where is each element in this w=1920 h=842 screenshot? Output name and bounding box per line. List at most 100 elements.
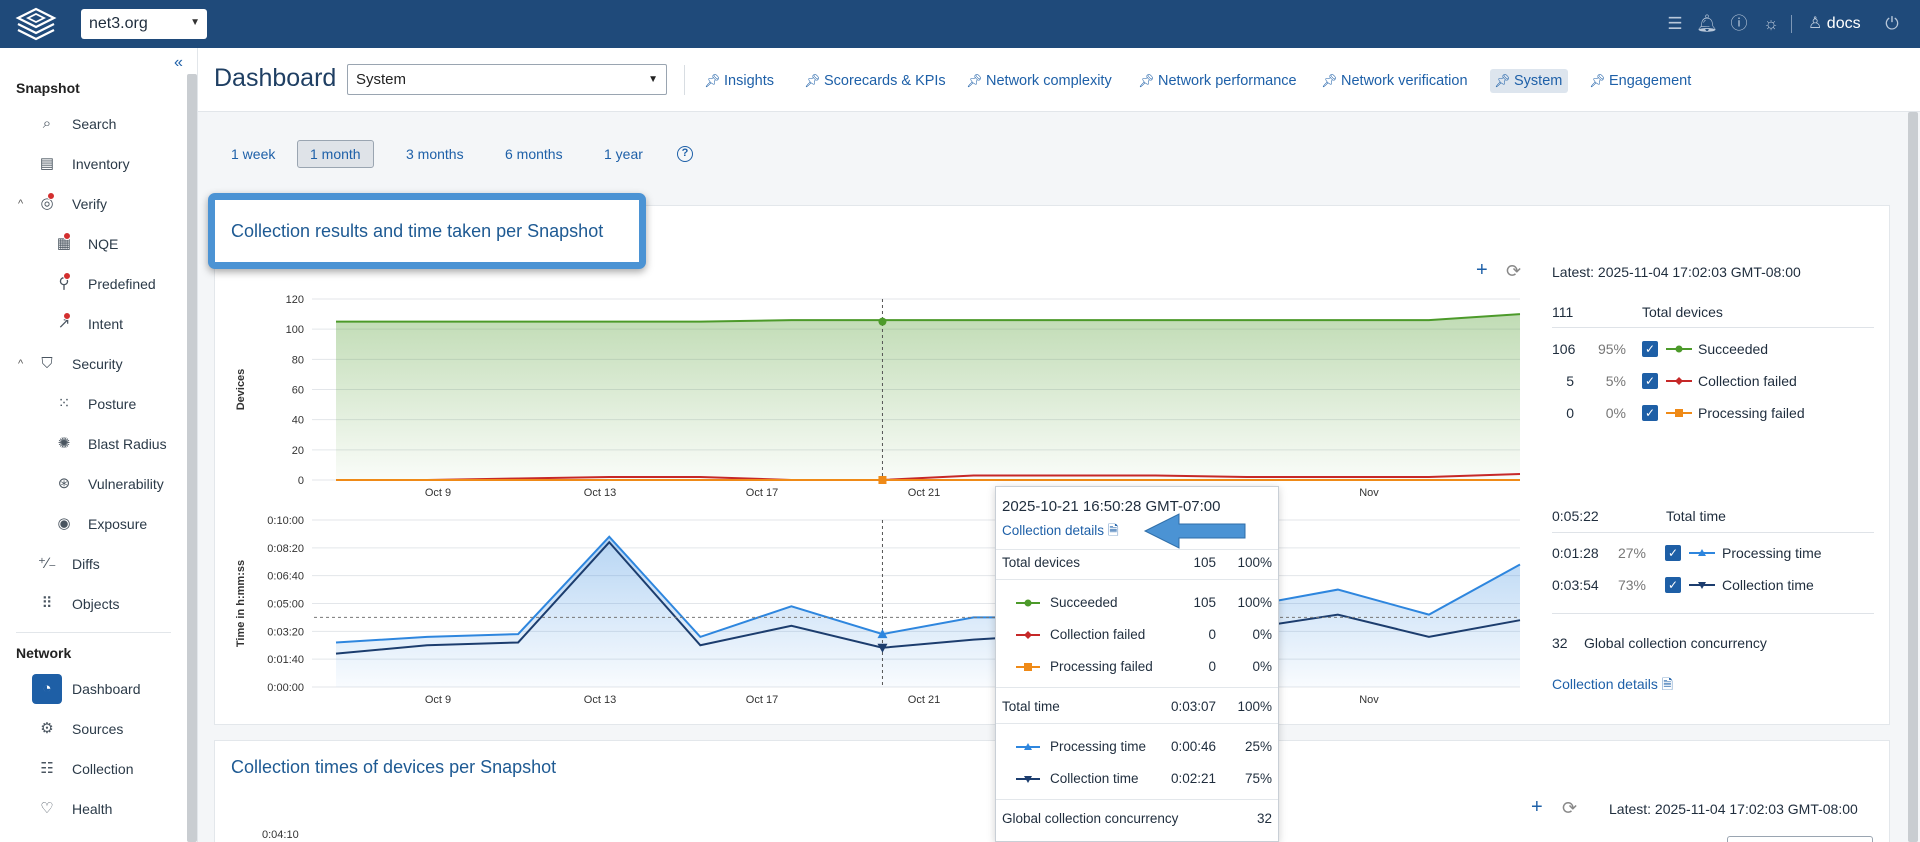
devices-chart[interactable]: 120 100 80 60 40 20 0 Oct 9 Oct 13 Oct 17 Oct 21 No… [214,280,1534,510]
tab-engagement[interactable]: 📌︎ Engagement [1585,69,1697,93]
card-title: Collection times of devices per Snapshot [231,757,557,777]
sidebar-item-label: Diffs [72,556,100,572]
y-tick-label: 0:03:20 [267,626,304,638]
link-label: Collection details [1552,676,1658,692]
app-logo-icon[interactable] [14,7,58,41]
latest-timestamp: Latest: 2025-11-04 17:02:03 GMT-08:00 [1609,801,1858,817]
tab-scorecards[interactable]: 📌︎ Scorecards & KPIs [800,69,952,93]
tooltip-value: 0:02:21 [1170,771,1216,786]
range-1-year[interactable]: 1 year [604,146,643,162]
sun-icon[interactable]: ☼ [1763,14,1779,33]
sidebar-item-label: Exposure [88,516,148,532]
range-6-months[interactable]: 6 months [505,146,563,162]
dashboard-select[interactable]: System ▼ [347,64,667,95]
sidebar-item-search[interactable]: ⌕ Search [0,106,185,142]
tab-label: Scorecards & KPIs [824,73,946,89]
card-title: Collection results and time taken per Sn… [231,221,604,241]
add-icon[interactable]: + [1531,796,1543,818]
collection-details-link[interactable]: Collection details 🗎 [1552,674,1673,698]
tab-network-complexity[interactable]: 📌︎ Network complexity [962,69,1118,93]
tooltip-value: 0:03:07 [1170,699,1216,714]
sidebar-item-predefined[interactable]: ⚲ Predefined [0,266,185,302]
succeeded-line [336,313,1521,323]
tooltip-divider [996,549,1278,550]
collapse-sidebar-icon[interactable]: « [174,54,183,71]
total-devices-value: 111 [1552,304,1574,320]
tab-network-performance[interactable]: 📌︎ Network performance [1134,69,1303,93]
sidebar-item-label: Collection [72,761,134,777]
sidebar-item-posture[interactable]: ⁙ Posture [0,386,185,422]
collection-time-value: 0:03:54 [1552,577,1599,593]
help-icon[interactable]: ? [677,146,693,162]
range-1-week[interactable]: 1 week [231,146,276,162]
sidebar-item-collection[interactable]: ☷ Collection [0,751,185,787]
sidebar-item-inventory[interactable]: ▤ Inventory [0,146,185,182]
tooltip-pct: 75% [1244,771,1272,786]
time-chart[interactable]: 0:10:00 0:08:20 0:06:40 0:05:00 0:03:20 0:01:… [214,505,1534,725]
tooltip-pct: 0% [1252,627,1272,642]
processing-time-label: Processing time [1722,545,1822,561]
sidebar-item-intent[interactable]: ↗ Intent [0,306,185,342]
hover-marker [877,629,888,639]
pin-icon: 📌︎ [966,73,983,88]
range-3-months[interactable]: 3 months [406,146,464,162]
sidebar-section-snapshot: Snapshot [16,80,80,96]
collection-time-label: Collection time [1722,577,1814,593]
tooltip-label: Global collection concurrency [1002,811,1179,826]
collection-time-checkbox[interactable]: ✓ [1665,577,1681,593]
sidebar-item-diffs[interactable]: ⁺∕₋ Diffs [0,546,185,582]
sidebar-item-verify[interactable]: ^ ◎ Verify [0,186,185,222]
dashboard-icon: ◔ [32,674,62,704]
tooltip-divider [996,687,1278,688]
tooltip-label: Total devices [1002,555,1081,570]
sidebar-item-nqe[interactable]: ▦ NQE [0,226,185,262]
list-icon[interactable]: ☰ [1667,14,1683,33]
sidebar-item-dashboard[interactable]: ◔ Dashboard [0,671,185,707]
summary-divider [1552,532,1874,533]
bell-icon[interactable]: 🔔︎ [1696,14,1718,33]
power-icon[interactable]: ⏻ [1885,14,1899,33]
add-icon[interactable]: + [1476,259,1488,281]
help-icon[interactable]: ⓘ [1730,14,1748,33]
inventory-icon: ▤ [39,155,55,172]
sidebar-item-blast-radius[interactable]: ✺ Blast Radius [0,426,185,462]
org-select[interactable]: net3.org ▼ [81,9,207,39]
callout-arrow-icon [1143,513,1246,549]
sidebar-item-security[interactable]: ^ ⛉ Security [0,346,185,382]
link-label: Collection details [1002,523,1105,538]
sidebar-item-vulnerability[interactable]: ⊛ Vulnerability [0,466,185,502]
sidebar-item-health[interactable]: ♡ Health [0,791,185,827]
succeeded-checkbox[interactable]: ✓ [1642,341,1658,357]
processing-failed-checkbox[interactable]: ✓ [1642,405,1658,421]
tooltip-concurrency: Global collection concurrency 32 [1002,809,1272,829]
collection-failed-value: 5 [1566,373,1574,389]
range-1-month[interactable]: 1 month [297,140,374,168]
collection-icon: ☷ [40,760,54,777]
tooltip-value: 105 [1193,595,1216,610]
collection-failed-checkbox[interactable]: ✓ [1642,373,1658,389]
tab-insights[interactable]: 📌︎ Insights [700,69,780,93]
x-tick-label: Oct 21 [908,694,940,706]
pin-icon: 📌︎ [704,73,721,88]
health-icon: ♡ [40,800,54,817]
tab-network-verification[interactable]: 📌︎ Network verification [1317,69,1474,93]
succeeded-value: 106 [1552,341,1576,357]
sidebar-item-objects[interactable]: ⠿ Objects [0,586,185,622]
refresh-icon[interactable]: ⟳ [1562,798,1578,818]
filter-select[interactable] [1727,836,1873,842]
sidebar-item-exposure[interactable]: ◉ Exposure [0,506,185,542]
sidebar-scrollbar[interactable] [187,74,197,842]
chart-tooltip: 2025-10-21 16:50:28 GMT-07:00 Collection… [995,486,1279,842]
processing-time-checkbox[interactable]: ✓ [1665,545,1681,561]
processing-failed-legend-icon [1666,409,1692,417]
tooltip-label: Total time [1002,699,1060,714]
chevron-up-icon: ^ [18,358,24,370]
refresh-icon[interactable]: ⟳ [1506,261,1522,281]
user-menu[interactable]: ♙ docs [1808,13,1861,35]
tab-system[interactable]: 📌︎ System [1490,69,1569,93]
sidebar-section-network: Network [16,645,72,661]
main-scrollbar[interactable] [1908,112,1918,842]
tooltip-collection-details-link[interactable]: Collection details 🗎 [1002,521,1272,541]
blast-icon: ✺ [57,435,71,452]
sidebar-item-sources[interactable]: ⚙ Sources [0,711,185,747]
